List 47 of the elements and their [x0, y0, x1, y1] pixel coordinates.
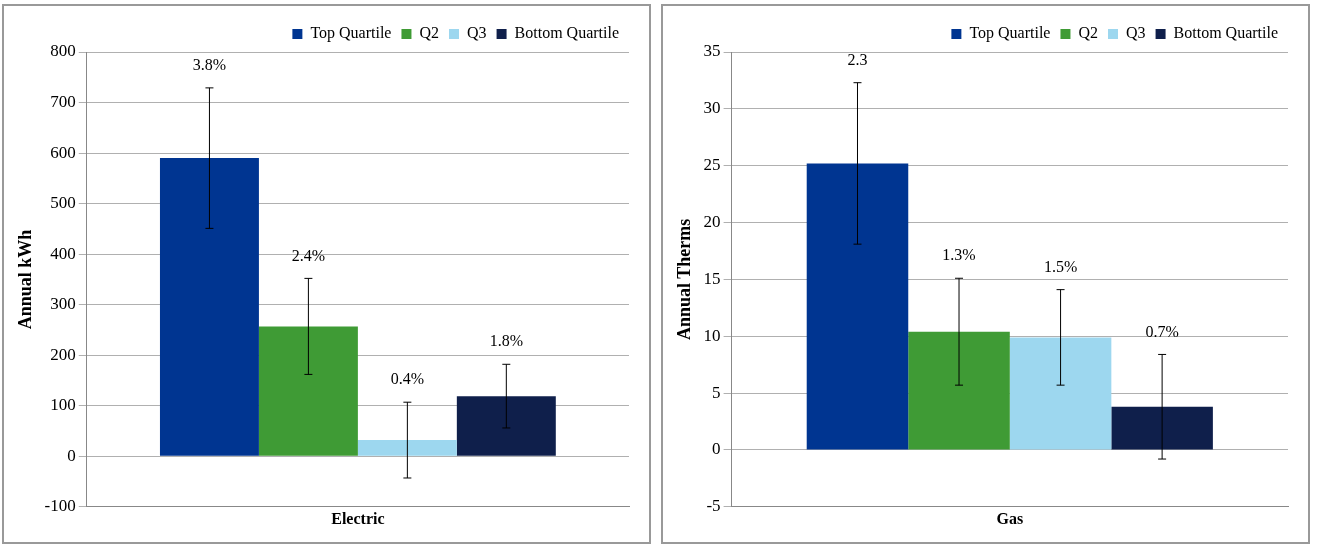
y-tick-label: 10 — [703, 325, 721, 345]
y-tick-label: 25 — [703, 155, 721, 175]
bar — [159, 158, 259, 456]
legend-label: Bottom Quartile — [514, 24, 620, 42]
x-tick-label: Gas — [996, 509, 1024, 527]
annotation: 1.3% — [942, 246, 976, 264]
legend-label: Q2 — [419, 24, 440, 42]
bar — [258, 326, 358, 456]
y-tick-label: 400 — [50, 243, 76, 263]
bar — [1111, 406, 1213, 450]
legend-label: Top Quartile — [310, 24, 392, 43]
legend-label: Q3 — [1126, 24, 1146, 42]
annotation: 2.3 — [847, 50, 868, 68]
legend-label: Bottom Quartile — [1173, 24, 1279, 42]
bar — [357, 440, 457, 456]
annotation: 0.7% — [1145, 322, 1179, 340]
bar — [908, 331, 1010, 450]
y-tick-label: 35 — [703, 41, 721, 61]
bar — [1009, 337, 1112, 450]
legend-label: Top Quartile — [969, 24, 1051, 43]
annotation: 1.5% — [1043, 257, 1078, 275]
y-tick-label: 0 — [712, 439, 721, 459]
y-tick-label: 30 — [703, 98, 721, 118]
y-tick-label: 100 — [50, 395, 76, 415]
annotation: 3.8% — [192, 56, 227, 74]
y-tick-label: 200 — [50, 344, 76, 364]
y-tick-label: 20 — [703, 212, 721, 232]
y-tick-label: 600 — [50, 142, 76, 162]
y-tick-label: -100 — [44, 496, 76, 516]
bar — [806, 163, 909, 450]
y-tick-label: 5 — [712, 382, 721, 402]
y-axis-title: Annual kWh — [15, 229, 36, 330]
y-tick-label: 300 — [50, 294, 76, 314]
y-tick-label: 15 — [703, 268, 721, 288]
annotation: 0.4% — [390, 370, 425, 388]
x-tick-label: Electric — [331, 509, 385, 527]
legend-label: Q2 — [1078, 24, 1099, 42]
y-axis-title: Annual Therms — [674, 218, 695, 340]
y-tick-label: 800 — [50, 41, 76, 61]
y-tick-label: 500 — [50, 193, 76, 213]
legend-label: Q3 — [467, 24, 487, 42]
annotation: 2.4% — [291, 246, 326, 264]
y-tick-label: -5 — [706, 496, 721, 516]
annotation: 1.8% — [489, 332, 523, 350]
bar — [456, 396, 556, 456]
y-tick-label: 0 — [67, 445, 76, 465]
y-tick-label: 700 — [50, 92, 76, 111]
